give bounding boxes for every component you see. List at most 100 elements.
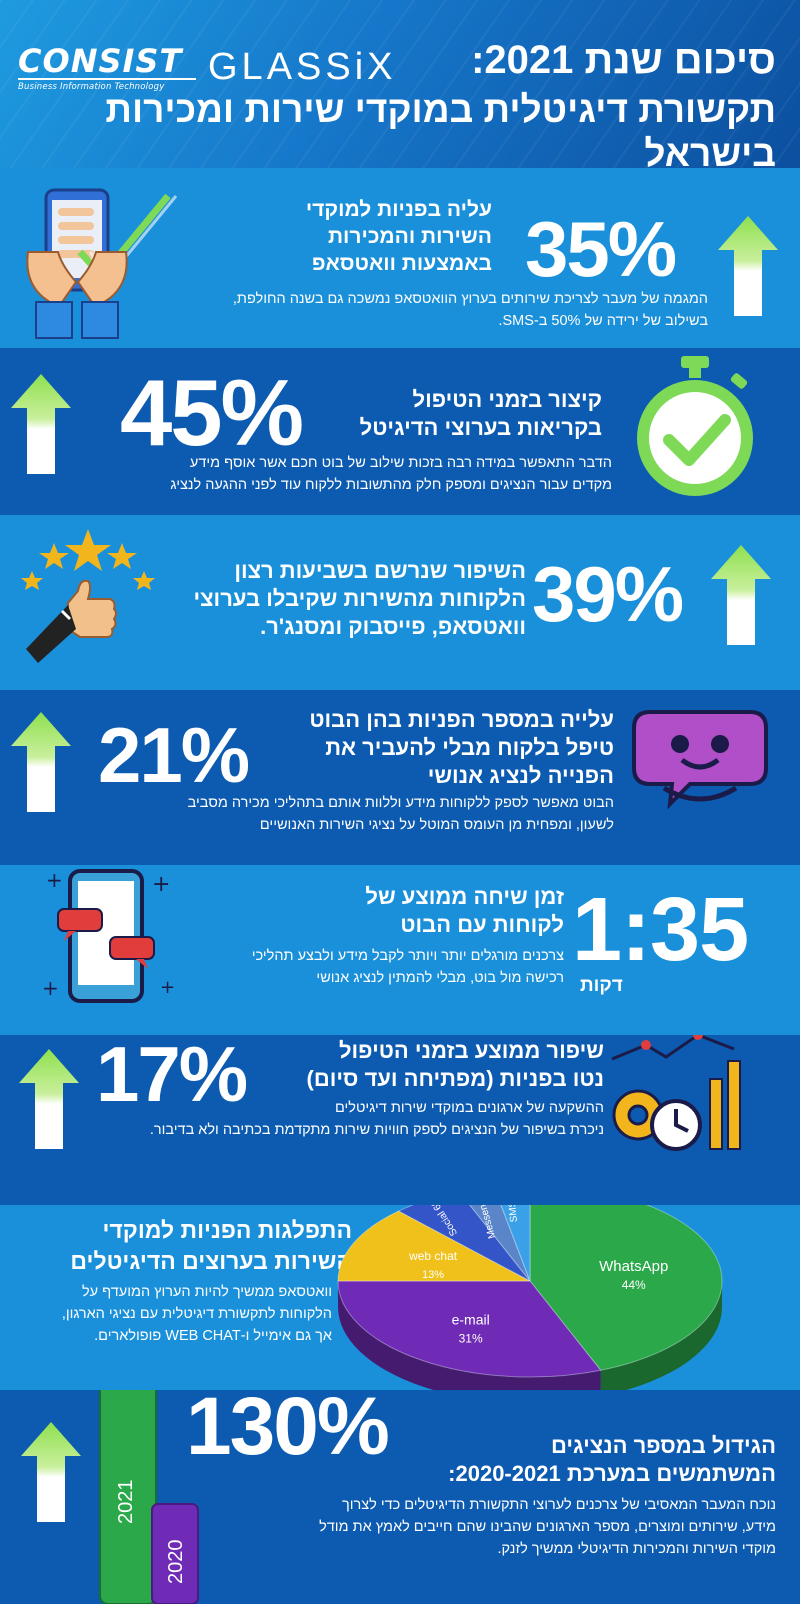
pie-label: SMS 3%: [505, 1205, 520, 1223]
pie-label-value: 44%: [622, 1278, 646, 1292]
glassix-logo: GLASSiX: [208, 46, 397, 88]
desc-line: וואטסאפ ממשיך להיות הערוץ המועדף על: [82, 1284, 332, 1300]
page-title: סיכום שנת 2021:: [471, 38, 776, 82]
pie-label-category: WhatsApp: [599, 1258, 668, 1275]
desc-line: בשילוב של ירידה של 50% ב-SMS.: [498, 313, 708, 329]
desc-line: מוקדי השירות והמכירות הדיגיטלי ממשיך לזנ…: [497, 1541, 776, 1557]
desc-line: צרכנים מורגלים יותר ויותר לקבל מידע ולבצ…: [251, 948, 564, 964]
stat-value: 21%: [98, 711, 250, 799]
svg-text:+: +: [42, 976, 59, 1000]
headline-line: התפלגות הפניות למוקדי: [102, 1217, 352, 1243]
stat-description: הבוט מאפשר לספק ללקוחות מידע וללוות אותם…: [14, 792, 614, 836]
stat-net-handling-improvement: 17% שיפור ממוצע בזמני הטיפול נטו בפניות …: [0, 1035, 800, 1205]
headline-line: נטו בפניות (מפתיחה ועד סיום): [306, 1066, 604, 1091]
stat-description: המגמה של מעבר לצריכת שירותים בערוץ הוואט…: [148, 288, 708, 332]
stat-value: 35%: [525, 205, 677, 293]
stat-headline: עליה בפניות למוקדי השירות והמכירות באמצע…: [232, 196, 492, 277]
up-arrow-icon: [718, 216, 778, 316]
desc-line: לשעון, ומפחית מן העומס המוטל על נציגי הש…: [259, 817, 614, 833]
pie-slice-social: [397, 1205, 531, 1282]
stat-satisfaction-improvement: 39% השיפור שנרשם בשביעות רצון הלקוחות מה…: [0, 515, 800, 690]
desc-line: המגמה של מעבר לצריכת שירותים בערוץ הוואט…: [232, 291, 708, 307]
desc-line: מקדים עבור הנציגים ומספק חלק מהתשובות לל…: [170, 477, 612, 493]
svg-text:+: +: [160, 977, 175, 998]
stat-value: 39%: [532, 550, 684, 638]
up-arrow-icon: [20, 1422, 82, 1522]
stat-bot-avg-conversation: 1:35 דקות זמן שיחה ממוצע של לקוחות עם הב…: [0, 865, 800, 1035]
desc-line: נוכח המעבר המאסיבי של צרכנים לערוצי התקש…: [341, 1497, 776, 1513]
growth-headline: הגידול במספר הנציגים המשתמשים במערכת 202…: [356, 1432, 776, 1488]
stopwatch-check-icon: [637, 356, 753, 496]
pie-label-value: 13%: [422, 1269, 444, 1281]
phone-chat-hands-icon: [26, 188, 178, 339]
growth-value: 130%: [186, 1390, 390, 1472]
headline-line: באמצעות וואטסאפ: [311, 252, 492, 275]
year-bars-icon: 2021 2020: [99, 1390, 199, 1604]
stat-headline: עלייה במספר הפניות בהן הבוט טיפל בלקוח מ…: [284, 706, 614, 790]
agents-growth-section: 2021 2020 130% הגידול במספר הנציגים המשת…: [0, 1390, 800, 1604]
stat-unit: דקות: [580, 975, 623, 996]
stat-headline: זמן שיחה ממוצע של לקוחות עם הבוט: [264, 883, 564, 939]
bar-2020: [151, 1503, 199, 1604]
headline-line: שיפור ממוצע בזמני הטיפול: [338, 1038, 604, 1063]
growth-description: נוכח המעבר המאסיבי של צרכנים לערוצי התקש…: [236, 1494, 776, 1560]
headline-line: הגידול במספר הנציגים: [550, 1433, 776, 1458]
pie-label: e-mail 31%: [452, 1312, 490, 1346]
consist-logo: CONSIST Business Information Technology: [18, 44, 196, 92]
pie-label: WhatsApp 44%: [599, 1258, 668, 1292]
pie-label: web chat 13%: [408, 1249, 458, 1281]
channel-distribution-section: התפלגות הפניות למוקדי השירות בערוצים הדי…: [0, 1205, 800, 1390]
stat-whatsapp-increase: 35% עליה בפניות למוקדי השירות והמכירות ב…: [0, 168, 800, 348]
headline-line: זמן שיחה ממוצע של: [365, 884, 564, 909]
desc-line: הדבר התאפשר במידה רבה בזכות שילוב של בוט…: [189, 455, 612, 471]
svg-text:+: +: [46, 868, 63, 892]
svg-text:+: +: [152, 872, 170, 897]
chatbot-face-icon: [632, 710, 768, 810]
headline-line: המשתמשים במערכת 2020-2021:: [448, 1461, 776, 1486]
desc-line: הבוט מאפשר לספק ללקוחות מידע וללוות אותם…: [187, 795, 614, 811]
stat-description: הדבר התאפשר במידה רבה בזכות שילוב של בוט…: [12, 452, 612, 496]
headline-line: השירות והמכירות: [327, 225, 492, 248]
headline-line: השיפור שנרשם בשביעות רצון: [234, 558, 526, 583]
consist-logo-tagline: Business Information Technology: [18, 82, 165, 92]
pie-slice-messenger: [469, 1205, 531, 1282]
stat-bot-handled-increase: 21% עלייה במספר הפניות בהן הבוט טיפל בלק…: [0, 690, 800, 865]
desc-line: אך גם אימייל ו-WEB CHAT פופולארים.: [94, 1328, 332, 1344]
headline-line: לקוחות עם הבוט: [400, 912, 564, 937]
headline-line: עלייה במספר הפניות בהן הבוט: [309, 707, 614, 732]
desc-line: רכישה מול בוט, מבלי להמתין לנציג אנושי: [316, 970, 564, 986]
headline-line: הלקוחות מהשירות שקיבלו בערוצי: [193, 586, 526, 611]
pie-slice-whatsapp: [529, 1205, 723, 1371]
headline-line: השירות בערוצים הדיגיטלים: [70, 1248, 352, 1274]
section-headline: התפלגות הפניות למוקדי השירות בערוצים הדי…: [12, 1215, 352, 1277]
bar-2021: [99, 1390, 157, 1604]
desc-line: מידע, שירותים ומוצרים, מספר הארגונים שהב…: [319, 1519, 776, 1535]
pie-slice-sms: [500, 1205, 531, 1282]
consist-logo-text: CONSIST: [18, 44, 196, 80]
pie-label-category: e-mail: [452, 1312, 490, 1328]
bar-label-2020: 2020: [165, 1540, 187, 1585]
headline-line: עליה בפניות למוקדי: [305, 198, 492, 221]
section-description: וואטסאפ ממשיך להיות הערוץ המועדף על הלקו…: [12, 1281, 332, 1347]
stat-value: 17%: [96, 1035, 248, 1118]
thumbs-up-stars-icon: [21, 529, 155, 663]
desc-line: הלקוחות לתקשורת דיגיטלית עם נציגי הארגון…: [61, 1306, 332, 1322]
pie-label-text: SMS 3%: [505, 1205, 520, 1223]
stat-headline: קיצור בזמני הטיפול בקריאות בערוצי הדיגיט…: [342, 386, 602, 442]
phone-messages-icon: + + + +: [42, 868, 175, 1003]
up-arrow-icon: [710, 545, 772, 645]
headline-line: הפנייה לנציג אנושי: [427, 763, 614, 788]
stat-value: 45%: [120, 360, 304, 465]
header-band: CONSIST Business Information Technology …: [0, 0, 800, 168]
stat-headline: השיפור שנרשם בשביעות רצון הלקוחות מהשירו…: [146, 557, 526, 641]
stat-headline: שיפור ממוצע בזמני הטיפול נטו בפניות (מפת…: [284, 1037, 604, 1093]
desc-line: ההשקעה של ארגונים במוקדי שירות דיגיטלים: [334, 1100, 604, 1116]
headline-line: טיפל בלקוח מבלי להעביר את: [325, 735, 614, 760]
pie-slice-e-mail: [337, 1280, 602, 1378]
bar-label-2021: 2021: [115, 1480, 137, 1525]
stat-handling-time-reduction: 45% קיצור בזמני הטיפול בקריאות בערוצי הד…: [0, 348, 800, 515]
page-subtitle: תקשורת דיגיטלית במוקדי שירות ומכירות ביש…: [105, 89, 776, 168]
gears-clock-chart-icon: [611, 1035, 741, 1151]
desc-line: ניכרת בשיפור של הנציגים לספק חוויות שירו…: [149, 1122, 604, 1138]
